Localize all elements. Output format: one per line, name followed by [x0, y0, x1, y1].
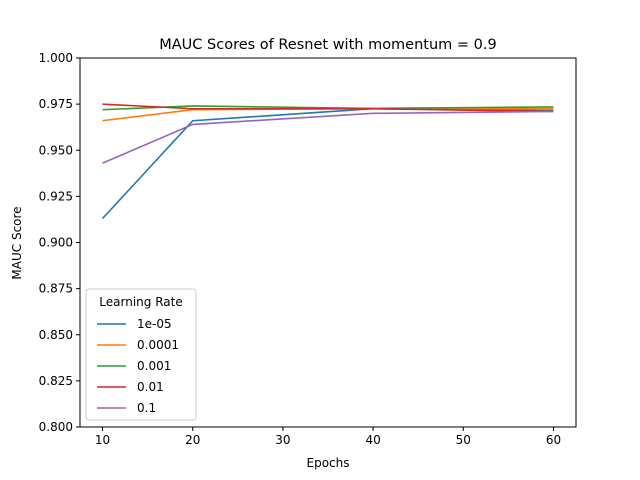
x-tick-label: 60 [546, 433, 561, 447]
x-tick-label: 30 [275, 433, 290, 447]
x-tick-label: 50 [456, 433, 471, 447]
legend-entry: 0.0001 [137, 338, 179, 352]
y-tick-label: 0.850 [39, 328, 73, 342]
y-tick-label: 0.875 [39, 282, 73, 296]
y-tick-label: 1.000 [39, 51, 73, 65]
y-tick-label: 0.900 [39, 236, 73, 250]
series-line-4 [102, 110, 554, 164]
y-axis-label: MAUC Score [10, 206, 24, 279]
legend-entry: 1e-05 [137, 317, 172, 331]
y-tick-label: 0.800 [39, 420, 73, 434]
series-line-0 [101, 107, 554, 220]
x-tick-label: 20 [185, 433, 200, 447]
y-tick-label: 0.975 [39, 97, 73, 111]
legend: Learning Rate 1e-05 0.0001 0.001 0.01 0.1 [85, 288, 197, 421]
legend-entry: 0.01 [137, 380, 164, 394]
legend-entry: 0.1 [137, 401, 156, 415]
y-tick-label: 0.825 [39, 374, 73, 388]
y-axis: 0.800 0.825 0.850 0.875 0.900 0.925 0.950 0.975… [39, 51, 80, 434]
y-tick-label: 0.950 [39, 143, 73, 157]
y-tick-label: 0.925 [39, 189, 73, 203]
chart-title: MAUC Scores of Resnet with momentum = 0.… [159, 37, 496, 53]
legend-title: Learning Rate [99, 295, 182, 309]
series-line-3 [102, 103, 554, 113]
x-axis-label: Epochs [307, 456, 350, 470]
series-lines [101, 103, 554, 220]
x-axis: 10 20 30 40 50 60 [95, 427, 561, 447]
x-tick-label: 10 [95, 433, 110, 447]
series-line-2 [102, 105, 554, 111]
x-tick-label: 40 [365, 433, 380, 447]
legend-entry: 0.001 [137, 359, 171, 373]
